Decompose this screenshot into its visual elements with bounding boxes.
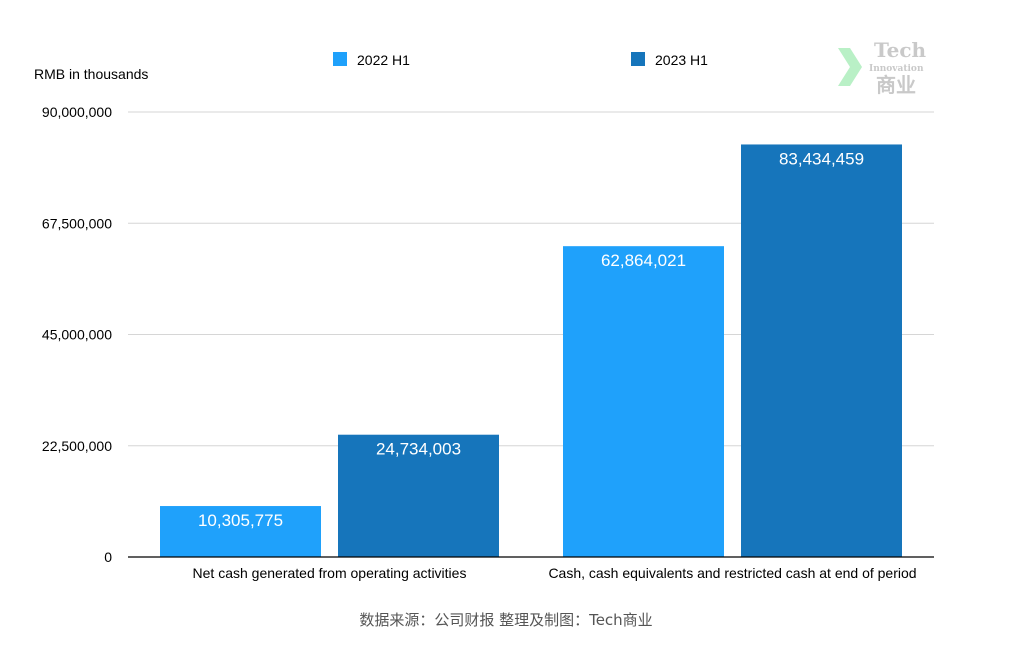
y-tick-label: 45,000,000 bbox=[42, 327, 112, 343]
bar-2023-h1 bbox=[338, 434, 499, 557]
bars bbox=[160, 144, 902, 557]
watermark-text-line2: Innovation bbox=[869, 64, 924, 74]
watermark-text-line3: 商业 bbox=[876, 73, 916, 97]
y-axis-tick-labels: 0 22,500,000 45,000,000 67,500,000 90,000,00… bbox=[42, 104, 112, 565]
bar-value-label: 24,734,003 bbox=[376, 440, 461, 459]
legend: 2022 H1 2023 H1 bbox=[333, 52, 708, 68]
legend-swatch bbox=[333, 52, 347, 66]
x-category-label: Cash, cash equivalents and restricted ca… bbox=[548, 565, 916, 581]
source-note: 数据来源：公司财报 整理及制图：Tech商业 bbox=[359, 611, 653, 629]
y-axis-unit-label: RMB in thousands bbox=[34, 66, 148, 82]
bar-value-label: 83,434,459 bbox=[779, 149, 864, 168]
watermark-logo: Tech Innovation 商业 bbox=[838, 38, 926, 97]
bar-2022-h1 bbox=[160, 506, 321, 557]
bar-chart: 0 22,500,000 45,000,000 67,500,000 90,000,00… bbox=[34, 52, 934, 581]
watermark-chevron-icon bbox=[838, 48, 862, 86]
y-tick-label: 90,000,000 bbox=[42, 104, 112, 120]
x-axis-category-labels: Net cash generated from operating activi… bbox=[193, 565, 917, 581]
x-category-label: Net cash generated from operating activi… bbox=[193, 565, 467, 581]
bar-value-labels: 10,305,775 24,734,003 62,864,021 83,434,459 bbox=[198, 149, 864, 530]
y-tick-label: 22,500,000 bbox=[42, 438, 112, 454]
bar-value-label: 10,305,775 bbox=[198, 511, 283, 530]
bar-2023-h1 bbox=[741, 144, 902, 557]
watermark-text-line1: Tech bbox=[874, 38, 926, 62]
legend-swatch bbox=[631, 52, 645, 66]
legend-label: 2022 H1 bbox=[357, 52, 410, 68]
y-tick-label: 67,500,000 bbox=[42, 215, 112, 231]
bar-value-label: 62,864,021 bbox=[601, 251, 686, 270]
bar-2022-h1 bbox=[563, 246, 724, 557]
legend-label: 2023 H1 bbox=[655, 52, 708, 68]
y-tick-label: 0 bbox=[104, 549, 112, 565]
